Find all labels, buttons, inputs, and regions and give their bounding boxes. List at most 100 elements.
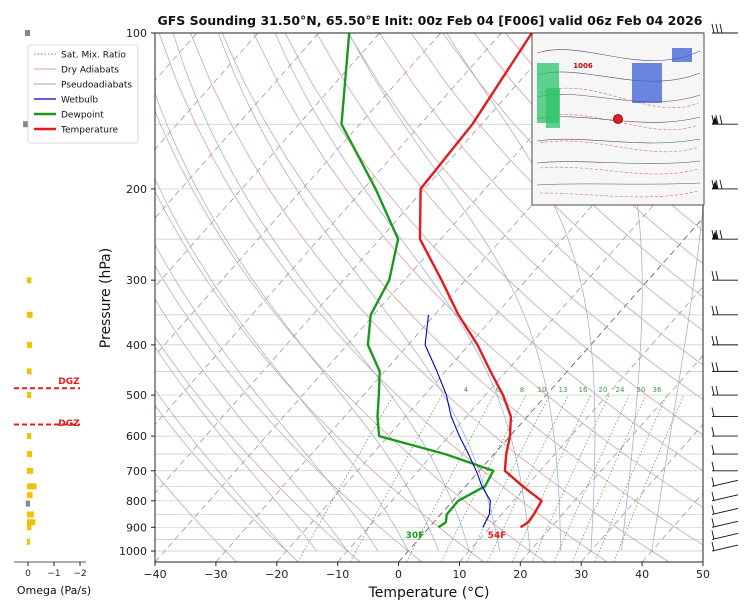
wind-barb-feather: [712, 24, 714, 33]
omega-bar: [27, 433, 31, 439]
inset-map-precip-area: [672, 48, 692, 62]
wind-barb-feather: [720, 180, 722, 189]
isotherm-line: [703, 33, 744, 562]
wind-barb: [712, 518, 738, 527]
wind-barb: [712, 477, 738, 486]
wind-barb-feather: [712, 362, 714, 371]
wind-barb-feather: [720, 230, 722, 239]
dgz-label-bottom: DGZ: [58, 419, 80, 429]
surface-dewpoint-label: 30F: [406, 531, 425, 541]
y-tick-label: 500: [126, 389, 147, 402]
legend-entry-label: Wetbulb: [61, 96, 98, 106]
omega-bar: [27, 468, 33, 474]
dry-adiabat-line: [96, 33, 484, 562]
omega-axis-label: Omega (Pa/s): [17, 584, 91, 597]
wind-barb: [712, 362, 738, 371]
legend-entry-label: Temperature: [60, 126, 118, 136]
y-tick-label: 1000: [119, 545, 147, 558]
mixing-ratio-label: 10: [538, 386, 547, 394]
mixing-ratio-label: 20: [599, 386, 608, 394]
x-tick-label: −30: [204, 568, 227, 581]
wind-barb-feather: [712, 492, 714, 501]
wind-barb-feather: [712, 408, 714, 417]
wind-barb: [712, 306, 738, 315]
mixing-ratio-label: 24: [616, 386, 625, 394]
mixing-ratio-label: 30: [637, 386, 646, 394]
omega-bar: [27, 492, 33, 498]
y-tick-label: 900: [126, 521, 147, 534]
omega-bar: [27, 483, 37, 489]
y-tick-label: 200: [126, 183, 147, 196]
wind-barb-feather: [720, 24, 722, 33]
pseudoadiabat-line: [53, 124, 317, 551]
legend-entry-label: Sat. Mix. Ratio: [61, 51, 126, 61]
inset-map-pressure-label: 1006: [573, 62, 593, 70]
legend-entry-label: Pseudoadiabats: [61, 81, 132, 91]
wind-barb-feather: [716, 306, 718, 315]
wind-barb-feather: [712, 336, 714, 345]
inset-map-location-marker: [614, 115, 623, 124]
wind-barb-feather: [712, 518, 714, 527]
y-tick-label: 700: [126, 465, 147, 478]
omega-bar: [27, 519, 35, 525]
wind-barb-feather: [712, 306, 714, 315]
y-tick-label: 100: [126, 27, 147, 40]
omega-bar: [27, 312, 33, 318]
legend-entry-label: Dewpoint: [61, 111, 104, 121]
x-axis-label: Temperature (°C): [368, 585, 490, 601]
wind-barb-feather: [712, 530, 714, 539]
wind-barb: [712, 427, 738, 436]
wind-barb-feather: [712, 427, 714, 436]
wind-barb: [712, 180, 738, 189]
y-tick-label: 600: [126, 430, 147, 443]
wind-barb-staff: [712, 508, 738, 514]
wind-barb: [712, 445, 738, 454]
mixing-ratio-label: 36: [653, 386, 662, 394]
wind-barb-feather: [712, 505, 714, 514]
y-tick-label: 300: [126, 274, 147, 287]
wind-barb-staff: [712, 545, 738, 551]
omega-bar: [26, 501, 30, 507]
wind-barb-feather: [712, 386, 714, 395]
dgz-label-top: DGZ: [58, 377, 80, 387]
mixing-ratio-line: [298, 395, 394, 562]
wind-barb: [712, 492, 738, 501]
wind-barbs: [712, 24, 738, 551]
x-tick-label: 30: [574, 568, 588, 581]
y-axis-label: Pressure (hPa): [98, 248, 114, 348]
wind-barb-feather: [716, 24, 718, 33]
surface-temperature-label: 54F: [488, 531, 507, 541]
wind-barb-feather: [720, 115, 722, 124]
x-tick-label: 50: [696, 568, 710, 581]
pseudoadiabat-line: [173, 33, 469, 551]
pseudoadiabat-line: [136, 33, 438, 551]
wind-barb: [712, 230, 738, 239]
wind-barb-staff: [712, 533, 738, 539]
mixing-ratio-line: [350, 395, 442, 562]
x-tick-label: −40: [143, 568, 166, 581]
wind-barb: [712, 505, 738, 514]
wind-barb: [712, 386, 738, 395]
wind-barb: [712, 271, 738, 280]
mixing-ratio-label: 8: [520, 386, 524, 394]
omega-bar: [27, 277, 31, 283]
omega-bar: [27, 511, 34, 517]
omega-bar: [27, 539, 30, 545]
omega-tick-label: −2: [73, 569, 86, 579]
wind-barb: [712, 336, 738, 345]
wind-barb-feather: [712, 477, 714, 486]
x-tick-label: 0: [395, 568, 402, 581]
omega-bar: [27, 342, 32, 348]
wind-barb-feather: [716, 362, 718, 371]
wind-barb-feather: [712, 271, 714, 280]
wind-barb-feather: [716, 386, 718, 395]
isotherm-line: [94, 33, 562, 562]
wind-barb: [712, 115, 738, 124]
pseudoadiabat-line: [218, 33, 499, 551]
omega-bar: [27, 392, 31, 398]
x-tick-label: 40: [635, 568, 649, 581]
wind-barb-feather: [712, 542, 714, 551]
omega-tick-label: −1: [47, 569, 60, 579]
